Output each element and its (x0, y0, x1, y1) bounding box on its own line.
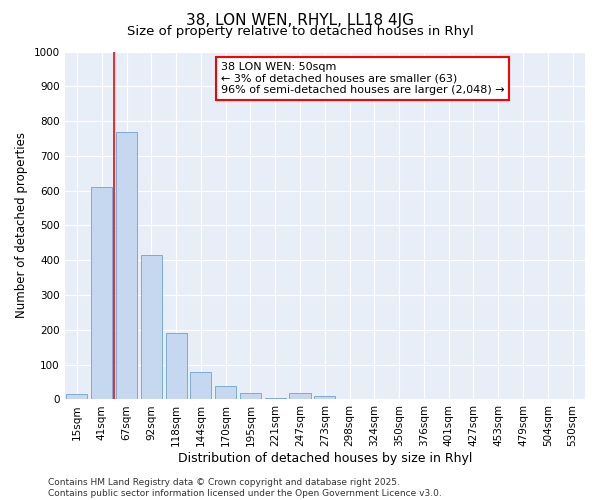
X-axis label: Distribution of detached houses by size in Rhyl: Distribution of detached houses by size … (178, 452, 472, 465)
Bar (116, 132, 137, 400)
Bar (91, 187, 112, 400)
Bar (141, 255, 162, 400)
Text: Size of property relative to detached houses in Rhyl: Size of property relative to detached ho… (127, 25, 473, 38)
Text: 38 LON WEN: 50sqm
← 3% of detached houses are smaller (63)
96% of semi-detached : 38 LON WEN: 50sqm ← 3% of detached house… (221, 62, 505, 95)
Text: 38, LON WEN, RHYL, LL18 4JG: 38, LON WEN, RHYL, LL18 4JG (186, 12, 414, 28)
Y-axis label: Number of detached properties: Number of detached properties (15, 132, 28, 318)
Bar (67, 394, 88, 400)
Bar (289, 393, 311, 400)
Bar (166, 334, 187, 400)
Bar (240, 393, 261, 400)
Bar (215, 386, 236, 400)
Text: Contains HM Land Registry data © Crown copyright and database right 2025.
Contai: Contains HM Land Registry data © Crown c… (48, 478, 442, 498)
Bar (265, 398, 286, 400)
Bar (190, 372, 211, 400)
Bar (314, 396, 335, 400)
